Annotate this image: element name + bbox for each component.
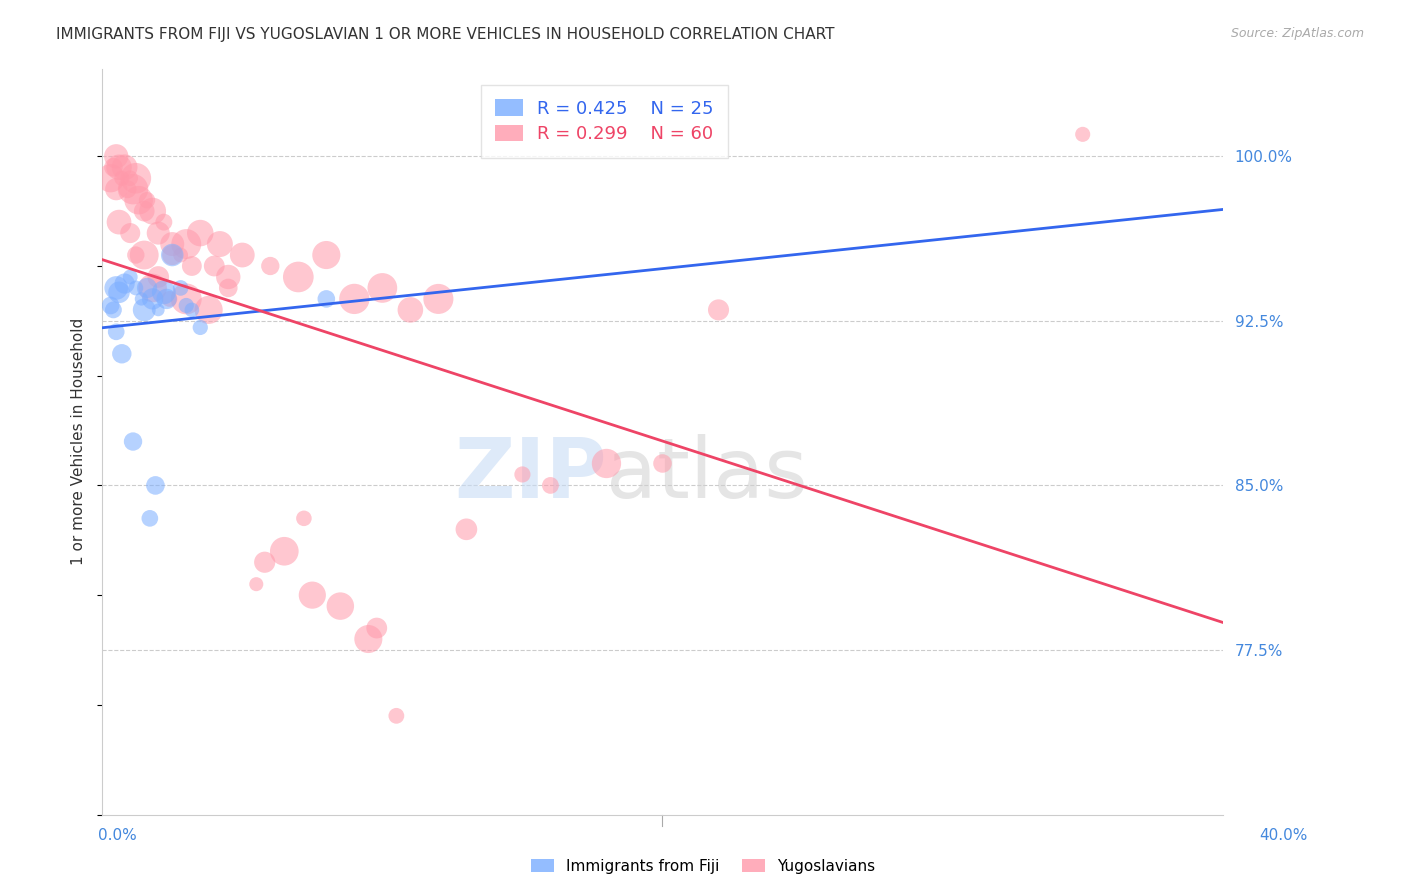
Y-axis label: 1 or more Vehicles in Household: 1 or more Vehicles in Household — [72, 318, 86, 566]
Point — [366, 621, 388, 635]
Point — [153, 285, 176, 300]
Point — [174, 237, 197, 252]
Point — [105, 149, 128, 163]
Point — [148, 302, 170, 317]
Point — [105, 325, 128, 339]
Point — [153, 215, 176, 229]
Point — [103, 302, 125, 317]
Point — [125, 171, 148, 186]
Point — [512, 467, 534, 482]
Point — [202, 259, 225, 273]
Point — [156, 292, 179, 306]
Point — [231, 248, 253, 262]
Point — [273, 544, 295, 558]
Point — [259, 259, 281, 273]
Point — [292, 511, 315, 525]
Point — [371, 281, 394, 295]
Point — [120, 171, 142, 186]
Legend: Immigrants from Fiji, Yugoslavians: Immigrants from Fiji, Yugoslavians — [524, 853, 882, 880]
Point — [427, 292, 450, 306]
Point — [131, 292, 153, 306]
Point — [162, 248, 184, 262]
Point — [245, 577, 267, 591]
Legend: R = 0.425    N = 25, R = 0.299    N = 60: R = 0.425 N = 25, R = 0.299 N = 60 — [481, 85, 728, 158]
Point — [128, 193, 150, 207]
Point — [253, 555, 276, 569]
Point — [707, 302, 730, 317]
Point — [125, 248, 148, 262]
Point — [100, 298, 122, 312]
Text: IMMIGRANTS FROM FIJI VS YUGOSLAVIAN 1 OR MORE VEHICLES IN HOUSEHOLD CORRELATION : IMMIGRANTS FROM FIJI VS YUGOSLAVIAN 1 OR… — [56, 27, 835, 42]
Point — [136, 193, 159, 207]
Point — [103, 161, 125, 175]
Point — [100, 171, 122, 186]
Point — [114, 161, 136, 175]
Point — [108, 161, 131, 175]
Point — [329, 599, 352, 613]
Point — [595, 457, 617, 471]
Point — [108, 215, 131, 229]
Point — [142, 292, 165, 306]
Point — [117, 182, 139, 196]
Point — [111, 171, 134, 186]
Point — [134, 204, 156, 219]
Point — [217, 281, 239, 295]
Point — [120, 226, 142, 240]
Point — [142, 281, 165, 295]
Point — [145, 478, 167, 492]
Point — [385, 708, 408, 723]
Point — [343, 292, 366, 306]
Point — [538, 478, 561, 492]
Point — [174, 298, 197, 312]
Point — [108, 285, 131, 300]
Point — [169, 248, 191, 262]
Point — [456, 522, 478, 536]
Point — [399, 302, 422, 317]
Point — [148, 226, 170, 240]
Text: 0.0%: 0.0% — [98, 828, 138, 843]
Point — [136, 281, 159, 295]
Point — [134, 302, 156, 317]
Point — [180, 259, 202, 273]
Point — [208, 237, 231, 252]
Point — [315, 292, 337, 306]
Point — [134, 248, 156, 262]
Point — [174, 292, 197, 306]
Point — [159, 292, 181, 306]
Point — [111, 347, 134, 361]
Point — [122, 182, 145, 196]
Point — [180, 302, 202, 317]
Point — [120, 270, 142, 285]
Point — [105, 182, 128, 196]
Point — [162, 237, 184, 252]
Point — [301, 588, 323, 602]
Point — [1071, 128, 1094, 142]
Point — [162, 248, 184, 262]
Point — [188, 226, 211, 240]
Text: Source: ZipAtlas.com: Source: ZipAtlas.com — [1230, 27, 1364, 40]
Point — [122, 434, 145, 449]
Point — [197, 302, 219, 317]
Point — [217, 270, 239, 285]
Point — [287, 270, 309, 285]
Point — [169, 281, 191, 295]
Point — [139, 511, 162, 525]
Point — [357, 632, 380, 646]
Point — [142, 204, 165, 219]
Point — [651, 457, 673, 471]
Point — [315, 248, 337, 262]
Point — [125, 281, 148, 295]
Point — [148, 270, 170, 285]
Text: 40.0%: 40.0% — [1260, 828, 1308, 843]
Text: ZIP: ZIP — [454, 434, 606, 515]
Point — [188, 320, 211, 334]
Text: atlas: atlas — [606, 434, 808, 515]
Point — [105, 281, 128, 295]
Point — [114, 277, 136, 291]
